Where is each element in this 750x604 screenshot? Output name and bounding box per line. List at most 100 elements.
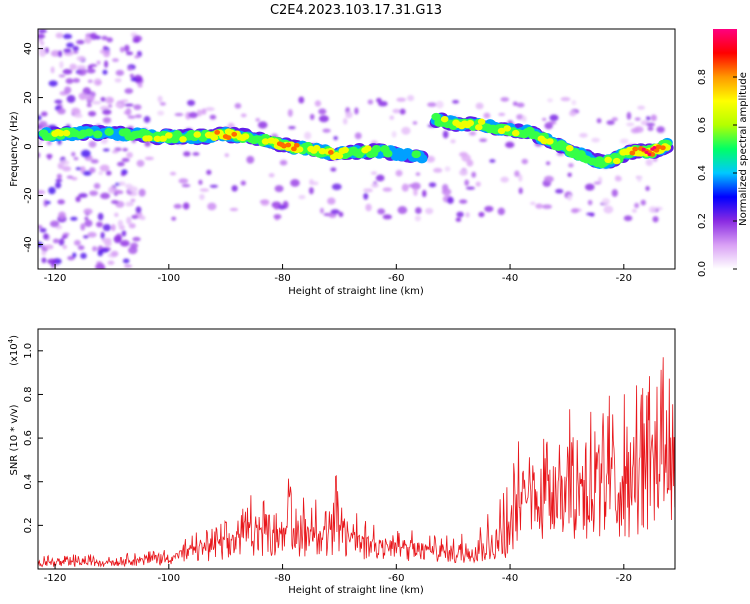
spectrogram-noise-blob — [73, 156, 79, 161]
spectrogram-noise-blob — [100, 231, 105, 240]
spectrogram-noise-blob — [354, 132, 362, 140]
spectrogram-noise-blob — [169, 171, 177, 176]
spectrogram-noise-blob — [88, 110, 97, 117]
spectrogram-noise-blob — [547, 121, 557, 125]
spectrogram-noise-blob — [131, 214, 139, 219]
spectrogram-ridge-cell — [295, 146, 304, 153]
spectrogram-noise-blob — [71, 151, 76, 157]
spectrogram-noise-blob — [395, 169, 403, 177]
spectrogram-noise-blob — [123, 264, 133, 268]
spectrogram-y-tick-label: -40 — [23, 236, 34, 252]
spectrogram-noise-blob — [188, 111, 198, 119]
spectrogram-noise-blob — [86, 95, 95, 102]
spectrogram-noise-blob — [127, 66, 133, 71]
spectrogram-ridge-cell — [612, 157, 621, 165]
spectrogram-noise-blob — [389, 115, 395, 120]
spectrogram-noise-blob — [530, 201, 536, 206]
spectrogram-noise-blob — [96, 60, 101, 65]
spectrogram-x-tick-label: -60 — [388, 273, 404, 284]
spectrogram-ridge-cell — [511, 129, 520, 137]
spectrogram-x-ticks: -120 -100 -80 -60 -40 -20 — [44, 264, 632, 284]
spectrogram-noise-blob — [135, 77, 142, 82]
spectrogram-noise-blob — [475, 102, 484, 110]
snr-x-tick-label: -40 — [502, 573, 518, 584]
spectrogram-noise-blob — [240, 113, 247, 118]
spectrogram-noise-blob — [201, 108, 207, 115]
spectrogram-ridge-cell — [660, 145, 666, 151]
spectrogram-noise-blob — [444, 166, 451, 172]
spectrogram-noise-blob — [102, 69, 108, 75]
spectrogram-noise-blob — [111, 224, 116, 232]
spectrogram-noise-blob — [345, 111, 353, 119]
snr-y-tick-label: 1.0 — [23, 343, 34, 359]
spectrogram-noise-blob — [652, 216, 659, 223]
spectrogram-noise-blob — [521, 115, 527, 123]
spectrogram-y-tick-label: 40 — [23, 42, 34, 55]
spectrogram-noise-blob — [100, 97, 106, 102]
colorbar-label: Normalized spectral amplitude — [738, 72, 749, 226]
spectrogram-noise-blob — [63, 48, 72, 53]
spectrogram-noise-blob — [330, 167, 337, 172]
spectrogram-noise-blob — [69, 63, 77, 71]
spectrogram-noise-blob — [58, 74, 66, 78]
spectrogram-noise-blob — [104, 240, 112, 247]
spectrogram-noise-blob — [171, 216, 177, 221]
spectrogram-noise-blob — [84, 219, 93, 227]
spectrogram-ridge-cell — [291, 146, 297, 152]
spectrogram-noise-blob — [623, 215, 633, 222]
spectrogram-noise-blob — [130, 77, 137, 82]
spectrogram-ridge-cell — [56, 130, 65, 137]
spectrogram-noise-blob — [601, 197, 611, 205]
spectrogram-noise-blob — [518, 187, 523, 195]
spectrogram-noise-blob — [498, 112, 506, 116]
spectrogram-noise-blob — [94, 35, 102, 40]
spectrogram-noise-blob — [603, 205, 614, 214]
spectrogram-noise-blob — [199, 193, 205, 200]
spectrogram-noise-blob — [587, 199, 593, 206]
spectrogram-ridge — [38, 112, 674, 170]
colorbar-ticks: 0.0 0.2 0.4 0.6 0.8 — [697, 69, 737, 277]
spectrogram-noise-blob — [104, 60, 109, 68]
spectrogram-noise-blob — [479, 138, 488, 143]
spectrogram-noise-blob — [55, 178, 63, 183]
spectrogram-noise-blob — [128, 223, 136, 229]
spectrogram-noise-blob — [43, 233, 49, 240]
colorbar-tick-label: 0.4 — [697, 165, 708, 181]
spectrogram-noise-blob — [287, 108, 293, 117]
spectrogram-noise-blob — [82, 170, 92, 176]
spectrogram-noise-blob — [535, 203, 543, 209]
spectrogram-noise-blob — [39, 227, 47, 233]
colorbar-tick-label: 0.6 — [697, 117, 708, 133]
spectrogram-ridge-cell — [466, 119, 475, 127]
spectrogram-noise-blob — [122, 147, 128, 152]
spectrogram-noise-blob — [87, 79, 93, 84]
spectrogram-noise-blob — [397, 206, 408, 215]
spectrogram-noise-blob — [231, 185, 238, 192]
spectrogram-noise-blob — [134, 55, 140, 59]
spectrogram-noise-blob — [626, 111, 632, 120]
spectrogram-ridge-cell — [632, 146, 639, 152]
spectrogram-noise-blob — [108, 186, 117, 194]
spectrogram-noise-blob — [648, 206, 657, 213]
spectrogram-noise-blob — [111, 200, 119, 204]
spectrogram-noise-blob — [183, 151, 191, 157]
spectrogram-noise-blob — [468, 131, 477, 136]
spectrogram-noise-blob — [549, 114, 559, 122]
spectrogram-noise-blob — [128, 246, 138, 255]
spectrogram-noise-blob — [589, 213, 595, 217]
spectrogram-noise-blob — [78, 92, 87, 100]
spectrogram-noise-blob — [122, 258, 130, 264]
spectrogram-noise-blob — [500, 176, 509, 183]
snr-x-ticks: -120 -100 -80 -60 -40 -20 — [44, 564, 632, 584]
spectrogram-noise-blob — [330, 209, 340, 215]
spectrogram-noise-blob — [54, 99, 63, 104]
spectrogram-noise-blob — [102, 148, 110, 152]
spectrogram-ridge-cell — [312, 144, 321, 152]
spectrogram-noise-blob — [129, 73, 134, 79]
spectrogram-noise-blob — [593, 181, 601, 185]
spectrogram-noise-blob — [631, 208, 637, 213]
spectrogram-noise-blob — [396, 97, 407, 102]
spectrogram-noise-blob — [178, 178, 189, 184]
spectrogram-noise-blob — [234, 103, 242, 109]
spectrogram-noise-blob — [268, 173, 275, 178]
